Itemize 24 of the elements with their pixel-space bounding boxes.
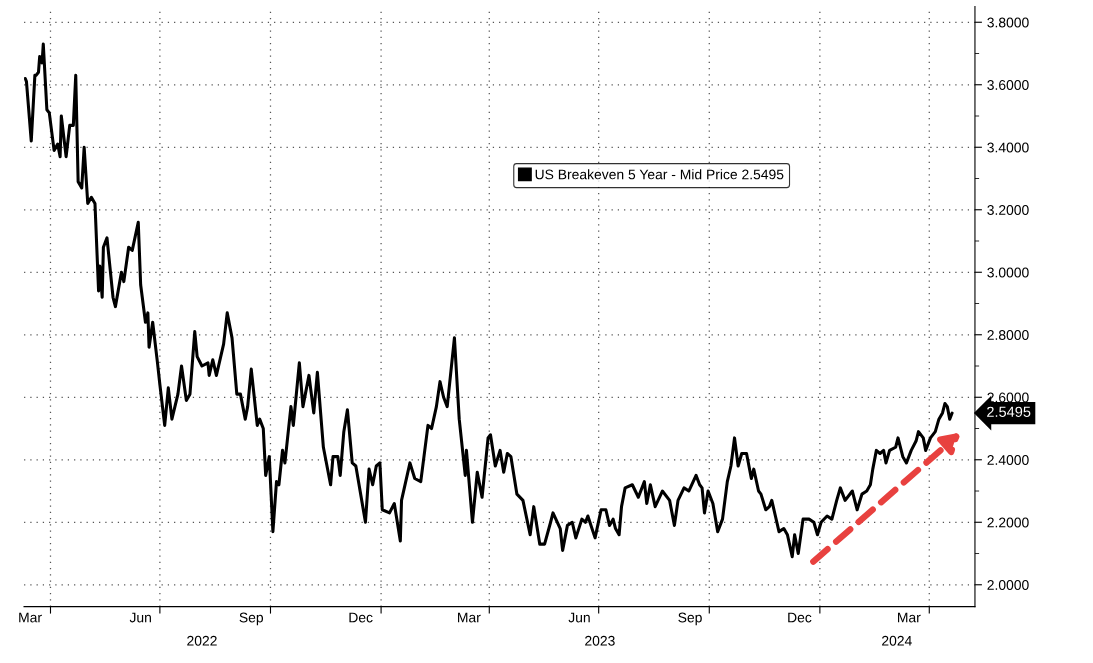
y-tick-label: 3.6000 — [987, 80, 1029, 90]
y-tick-label: 3.8000 — [987, 17, 1029, 28]
x-tick-label: Mar — [458, 612, 481, 623]
legend-label: US Breakeven 5 Year - Mid Price 2.5495 — [535, 169, 784, 180]
y-tick-label: 2.8000 — [987, 330, 1029, 340]
x-tick-label: Jun — [129, 612, 151, 623]
x-tick-label: Sep — [239, 612, 264, 626]
y-tick-label: 2.2000 — [987, 517, 1029, 528]
y-tick-label: 3.4000 — [987, 142, 1029, 153]
x-tick-label: Mar — [898, 612, 921, 623]
x2-tick-label: 2024 — [882, 635, 912, 646]
x-tick-label: Dec — [788, 612, 812, 623]
x2-tick-label: 2022 — [187, 635, 217, 646]
y-tick-label: 3.2000 — [987, 205, 1029, 215]
y-tick-label: 2.4000 — [987, 455, 1029, 465]
x-tick-label: Mar — [19, 612, 42, 623]
text: 2.5495 — [987, 406, 1031, 417]
x-tick-label: Jun — [568, 612, 590, 623]
x-tick-label: Sep — [678, 612, 702, 626]
x-tick-label: Dec — [349, 612, 373, 623]
y-tick-label: 3.0000 — [987, 267, 1029, 278]
y-tick-label: 2.6000 — [987, 392, 1029, 403]
y-tick-label: 2.0000 — [987, 580, 1029, 590]
x2-tick-label: 2023 — [585, 635, 615, 646]
